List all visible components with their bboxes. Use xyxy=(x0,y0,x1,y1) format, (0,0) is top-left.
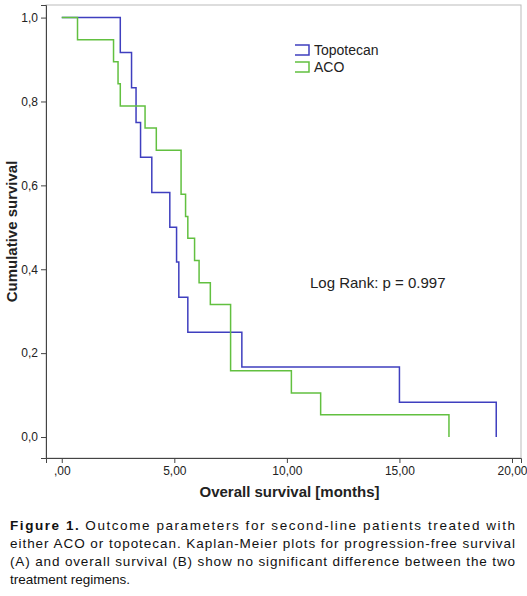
tick-mark xyxy=(41,269,46,270)
legend-swatch xyxy=(295,62,309,72)
tick-label: 5,00 xyxy=(163,464,187,478)
tick: 15,00 xyxy=(385,458,415,478)
tick-mark xyxy=(174,458,175,463)
x-axis: ,00 5,00 10,00 15,00 20,00 xyxy=(47,458,527,478)
tick-label: 20,00 xyxy=(497,464,527,478)
tick-mark xyxy=(287,458,288,463)
caption-line: treatment regimens. xyxy=(10,572,130,587)
x-axis-title: Overall survival [months] xyxy=(199,483,379,500)
tick: 1,0 xyxy=(21,11,46,25)
caption-line: either ACO or topotecan. Kaplan-Meier pl… xyxy=(10,536,515,551)
tick: 0,4 xyxy=(21,263,46,277)
annotation: Log Rank: p = 0.997 xyxy=(310,274,446,291)
tick-label: 0,8 xyxy=(21,95,38,109)
chart: ,00 5,00 10,00 15,00 20,00 0,0 0,2 0,4 0,6 0,8 1,0… xyxy=(0,0,527,596)
caption-line: Figure 1. Outcome parameters for second-l… xyxy=(10,518,515,533)
y-axis: 0,0 0,2 0,4 0,6 0,8 1,0 xyxy=(21,6,46,459)
tick-label: 15,00 xyxy=(385,464,415,478)
tick: 0,8 xyxy=(21,95,46,109)
tick-label: 0,0 xyxy=(21,430,38,444)
tick: 0,0 xyxy=(21,430,46,444)
plot-frame xyxy=(46,5,521,458)
tick-mark xyxy=(399,458,400,463)
tick-label: 0,6 xyxy=(21,179,38,193)
legend-label: ACO xyxy=(314,59,344,75)
caption-line: (A) and overall survival (B) show no sig… xyxy=(10,554,515,569)
axis-line xyxy=(47,459,522,464)
tick: 0,2 xyxy=(21,346,46,360)
caption-label: Figure 1. xyxy=(10,518,79,533)
tick-mark xyxy=(41,437,46,438)
tick: 0,6 xyxy=(21,179,46,193)
tick-mark xyxy=(41,185,46,186)
tick: ,00 xyxy=(54,458,71,478)
y-axis-title: Cumulative survival xyxy=(3,161,20,303)
plot-area xyxy=(62,18,496,437)
tick: 20,00 xyxy=(497,458,527,478)
tick-label: 10,00 xyxy=(272,464,302,478)
caption: Figure 1. Outcome parameters for second-l… xyxy=(10,518,515,587)
tick-mark xyxy=(41,18,46,19)
survival-curve xyxy=(62,18,496,437)
axis-line xyxy=(41,6,47,459)
legend-swatch xyxy=(295,45,309,55)
caption-text: Outcome parameters for second-line patie… xyxy=(85,518,515,533)
tick-mark xyxy=(41,101,46,102)
tick-label: 0,4 xyxy=(21,263,38,277)
tick-mark xyxy=(62,458,63,463)
tick: 5,00 xyxy=(163,458,187,478)
tick-label: 0,2 xyxy=(21,346,38,360)
legend-label: Topotecan xyxy=(314,42,379,58)
tick-mark xyxy=(41,353,46,354)
tick: 10,00 xyxy=(272,458,302,478)
tick-label: 1,0 xyxy=(21,11,38,25)
tick-mark xyxy=(512,458,513,463)
survival-curve xyxy=(62,18,449,437)
tick-label: ,00 xyxy=(54,464,71,478)
legend: TopotecanACO xyxy=(295,42,379,75)
